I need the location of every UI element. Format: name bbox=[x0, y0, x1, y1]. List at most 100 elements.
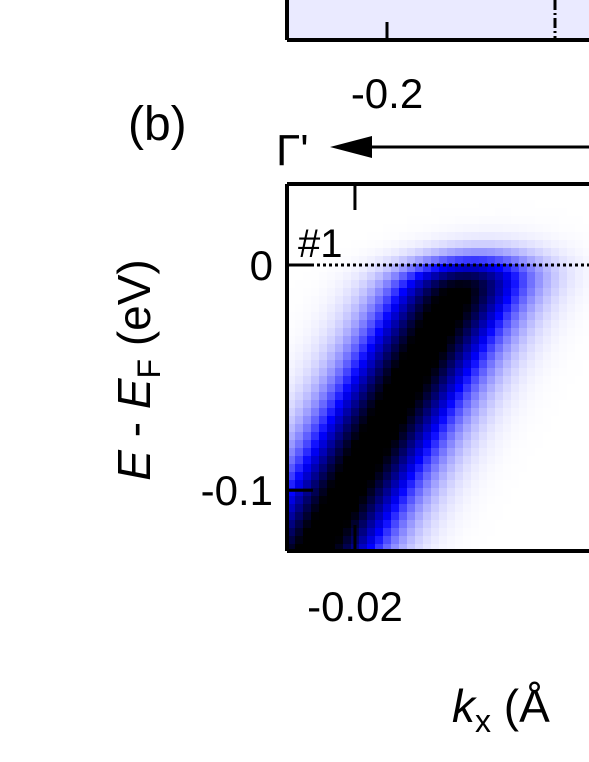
heatmap-cell bbox=[495, 512, 504, 521]
heatmap-cell bbox=[407, 520, 416, 529]
heatmap-cell bbox=[391, 280, 400, 289]
heatmap-cell bbox=[335, 344, 344, 353]
heatmap-cell bbox=[319, 200, 328, 209]
heatmap-cell bbox=[343, 304, 352, 313]
heatmap-cell bbox=[423, 400, 432, 409]
heatmap-cell bbox=[439, 216, 448, 225]
heatmap-cell bbox=[463, 424, 472, 433]
heatmap-cell bbox=[471, 216, 480, 225]
heatmap-cell bbox=[327, 528, 336, 537]
heatmap-cell bbox=[567, 336, 576, 345]
heatmap-cell bbox=[311, 352, 320, 361]
heatmap-cell bbox=[327, 472, 336, 481]
heatmap-cell bbox=[383, 200, 392, 209]
heatmap-cell bbox=[423, 256, 432, 265]
heatmap-cell bbox=[527, 248, 536, 257]
heatmap-cell bbox=[511, 288, 520, 297]
heatmap-cell bbox=[303, 488, 312, 497]
heatmap-cell bbox=[311, 200, 320, 209]
heatmap-cell bbox=[447, 400, 456, 409]
heatmap-cell bbox=[303, 304, 312, 313]
heatmap-cell bbox=[391, 432, 400, 441]
heatmap-cell bbox=[319, 376, 328, 385]
heatmap-cell bbox=[415, 232, 424, 241]
heatmap-cell bbox=[439, 368, 448, 377]
heatmap-cell bbox=[543, 320, 552, 329]
heatmap-cell bbox=[463, 376, 472, 385]
heatmap-cell bbox=[391, 480, 400, 489]
heatmap-cell bbox=[431, 464, 440, 473]
heatmap-cell bbox=[375, 248, 384, 257]
heatmap-cell bbox=[479, 408, 488, 417]
heatmap-cell bbox=[303, 312, 312, 321]
heatmap-cell bbox=[527, 256, 536, 265]
heatmap-cell bbox=[319, 280, 328, 289]
heatmap-cell bbox=[359, 320, 368, 329]
heatmap-cell bbox=[391, 528, 400, 537]
heatmap-cell bbox=[375, 344, 384, 353]
heatmap-cell bbox=[327, 512, 336, 521]
heatmap-cell bbox=[463, 528, 472, 537]
heatmap-cell bbox=[535, 272, 544, 281]
heatmap-cell bbox=[495, 256, 504, 265]
heatmap-cell bbox=[527, 472, 536, 481]
heatmap-cell bbox=[295, 264, 304, 273]
heatmap-cell bbox=[431, 256, 440, 265]
heatmap-cell bbox=[431, 432, 440, 441]
heatmap-cell bbox=[287, 224, 296, 233]
heatmap-cell bbox=[447, 432, 456, 441]
heatmap-cell bbox=[367, 232, 376, 241]
heatmap-cell bbox=[487, 328, 496, 337]
heatmap-cell bbox=[415, 272, 424, 281]
heatmap-cell bbox=[519, 544, 528, 550]
heatmap-cell bbox=[439, 344, 448, 353]
heatmap-cell bbox=[311, 392, 320, 401]
heatmap-cell bbox=[519, 304, 528, 313]
heatmap-cell bbox=[583, 272, 589, 281]
heatmap-cell bbox=[399, 216, 408, 225]
heatmap-cell bbox=[319, 392, 328, 401]
heatmap-cell bbox=[479, 400, 488, 409]
heatmap-cell bbox=[527, 240, 536, 249]
heatmap-cell bbox=[527, 392, 536, 401]
heatmap-cell bbox=[383, 520, 392, 529]
heatmap-cell bbox=[495, 264, 504, 273]
heatmap-cell bbox=[351, 312, 360, 321]
heatmap-cell bbox=[319, 264, 328, 273]
heatmap-cell bbox=[471, 344, 480, 353]
heatmap-cell bbox=[535, 504, 544, 513]
heatmap-cell bbox=[431, 288, 440, 297]
heatmap-cell bbox=[391, 368, 400, 377]
heatmap-cell bbox=[551, 360, 560, 369]
heatmap-cell bbox=[487, 240, 496, 249]
heatmap-cell bbox=[503, 440, 512, 449]
heatmap-cell bbox=[519, 216, 528, 225]
heatmap-cell bbox=[471, 520, 480, 529]
heatmap-cell bbox=[367, 304, 376, 313]
heatmap-cell bbox=[559, 432, 568, 441]
heatmap-cell bbox=[351, 512, 360, 521]
heatmap-cell bbox=[287, 344, 296, 353]
heatmap-cell bbox=[447, 424, 456, 433]
heatmap-cell bbox=[503, 280, 512, 289]
heatmap-cell bbox=[495, 240, 504, 249]
heatmap-cell bbox=[535, 280, 544, 289]
heatmap-cell bbox=[559, 304, 568, 313]
heatmap-cell bbox=[463, 512, 472, 521]
heatmap-cell bbox=[383, 192, 392, 201]
heatmap-cell bbox=[463, 232, 472, 241]
heatmap-cell bbox=[407, 184, 416, 193]
heatmap-cell bbox=[575, 384, 584, 393]
heatmap-cell bbox=[343, 472, 352, 481]
heatmap-cell bbox=[311, 376, 320, 385]
heatmap-cell bbox=[383, 472, 392, 481]
heatmap-cell bbox=[455, 296, 464, 305]
heatmap-cell bbox=[575, 336, 584, 345]
heatmap-cell bbox=[335, 408, 344, 417]
heatmap-cell bbox=[575, 416, 584, 425]
heatmap-cell bbox=[367, 184, 376, 193]
heatmap-cell bbox=[367, 344, 376, 353]
heatmap-cell bbox=[447, 416, 456, 425]
tick-labels: -0.020-0.1 bbox=[201, 242, 403, 630]
heatmap-cell bbox=[559, 456, 568, 465]
